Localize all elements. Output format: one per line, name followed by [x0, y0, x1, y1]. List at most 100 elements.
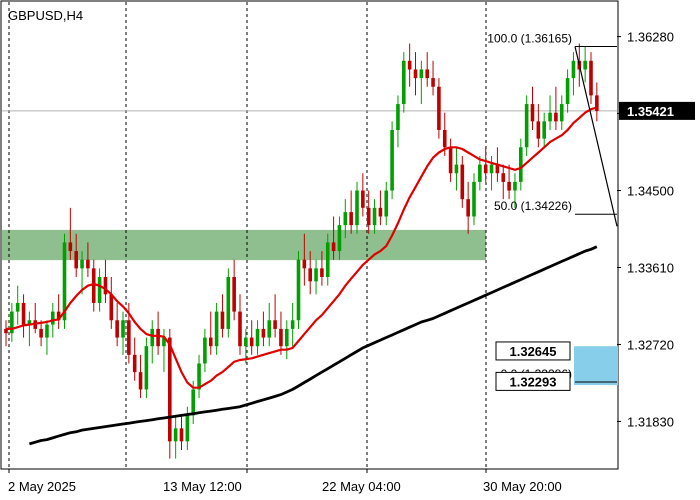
fibo-level-label-0: 100.0 (1.36165) [487, 32, 572, 46]
candle-body-79 [466, 199, 470, 217]
candle-body-72 [425, 69, 429, 79]
candle-body-22 [132, 354, 137, 373]
candle-7 [45, 320, 49, 355]
candle-65 [384, 181, 389, 226]
candle-76 [448, 138, 453, 182]
candle-body-10 [62, 242, 67, 321]
candle-body-61 [361, 190, 365, 208]
candle-44 [261, 311, 266, 347]
symbol-label: GBPUSD,H4 [8, 8, 83, 23]
candle-16 [97, 268, 102, 312]
candle-body-47 [279, 328, 283, 347]
x-tick-label-2: 22 May 04:00 [322, 479, 401, 494]
candle-body-8 [51, 311, 55, 325]
ma-black-line [29, 245, 598, 446]
candle-15 [91, 259, 96, 312]
candle-83 [489, 155, 494, 191]
candle-3 [21, 294, 26, 338]
candle-body-90 [530, 104, 535, 122]
candle-22 [132, 337, 137, 381]
candle-body-60 [355, 190, 359, 226]
candle-91 [536, 104, 541, 148]
candle-body-23 [138, 372, 143, 390]
candle-body-27 [162, 337, 166, 347]
candle-body-99 [583, 60, 587, 70]
candle-body-33 [197, 363, 201, 390]
candle-body-76 [448, 147, 453, 174]
fibo-trend-line [574, 46, 618, 227]
candle-body-69 [407, 60, 412, 70]
candle-86 [507, 164, 511, 200]
candle-body-36 [214, 311, 219, 347]
candle-body-93 [548, 112, 552, 122]
candle-34 [203, 328, 207, 373]
candle-body-82 [483, 164, 488, 174]
candle-body-15 [91, 268, 96, 303]
candle-body-35 [208, 337, 213, 347]
candle-70 [413, 52, 418, 96]
candle-43 [255, 320, 260, 355]
candle-body-39 [232, 277, 236, 312]
candle-100 [589, 52, 593, 105]
candle-body-13 [80, 259, 84, 269]
candle-body-59 [349, 212, 353, 226]
candle-body-2 [15, 302, 20, 312]
x-tick-label-1: 13 May 12:00 [163, 479, 242, 494]
candle-body-66 [390, 129, 394, 191]
candle-64 [378, 190, 383, 226]
price-box-1: 1.32293 [495, 371, 571, 391]
supply-demand-zone [2, 229, 486, 261]
candle-42 [249, 320, 254, 355]
candle-body-86 [507, 181, 511, 191]
candle-96 [565, 69, 570, 113]
candle-body-19 [115, 320, 119, 338]
candle-9 [56, 294, 61, 329]
candle-57 [337, 216, 342, 260]
candle-99 [583, 46, 587, 83]
candle-body-71 [419, 69, 424, 79]
candle-36 [214, 302, 219, 355]
candle-body-17 [103, 277, 108, 295]
price-box-0: 1.32645 [495, 341, 571, 361]
candle-4 [27, 311, 32, 347]
candle-body-78 [460, 164, 465, 200]
candle-92 [542, 112, 546, 148]
candle-94 [554, 86, 558, 130]
candle-62 [366, 190, 371, 234]
candle-41 [244, 328, 248, 364]
candle-47 [279, 311, 283, 355]
candle-body-51 [302, 259, 307, 269]
candle-body-14 [86, 259, 90, 269]
candle-82 [483, 147, 488, 182]
candle-68 [402, 52, 406, 113]
candle-body-88 [519, 147, 523, 182]
candle-body-89 [524, 104, 529, 148]
candle-30 [179, 415, 184, 450]
candle-body-67 [396, 104, 400, 130]
candle-body-48 [285, 328, 289, 347]
candle-body-29 [173, 428, 178, 442]
candle-body-85 [501, 173, 506, 182]
candle-26 [156, 311, 160, 355]
candle-45 [267, 302, 272, 347]
candle-body-81 [478, 164, 482, 182]
candle-body-53 [314, 268, 318, 282]
candle-body-92 [542, 121, 546, 139]
candle-body-97 [571, 60, 576, 79]
candle-38 [226, 268, 231, 338]
candle-2 [15, 285, 20, 325]
candle-53 [314, 259, 318, 295]
candle-52 [308, 251, 312, 295]
candle-body-30 [179, 428, 184, 442]
candle-0 [4, 320, 8, 347]
candle-81 [478, 155, 482, 191]
candle-body-100 [589, 60, 593, 96]
candle-body-44 [261, 328, 266, 338]
x-tick-label-3: 30 May 20:00 [483, 479, 562, 494]
candle-body-25 [150, 328, 155, 347]
candle-13 [80, 251, 84, 295]
candle-body-26 [156, 328, 160, 347]
candle-body-24 [144, 346, 149, 390]
candle-body-7 [45, 324, 49, 338]
